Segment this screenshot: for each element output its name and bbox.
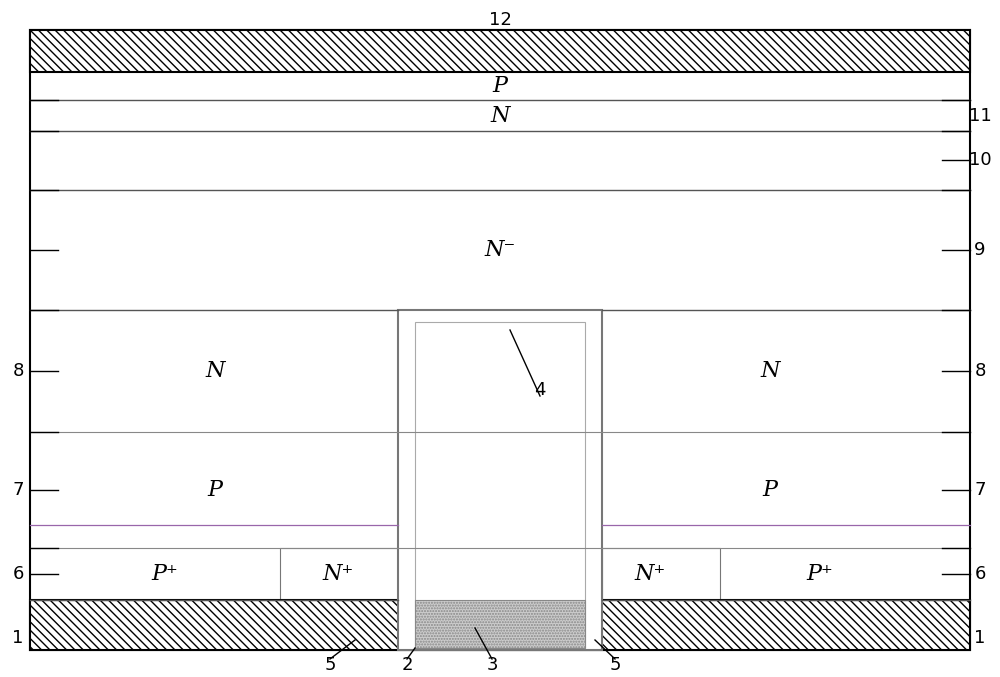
Text: 12: 12 (489, 11, 511, 29)
Text: 1: 1 (12, 629, 24, 647)
Bar (30, 600, 970, 650)
Text: 5: 5 (324, 656, 336, 674)
Text: N⁺: N⁺ (322, 563, 354, 585)
Text: N⁺: N⁺ (634, 563, 666, 585)
Text: N: N (490, 105, 510, 127)
Bar (602, 548, 720, 600)
Text: 6: 6 (12, 565, 24, 583)
Text: 8: 8 (12, 362, 24, 380)
Text: 7: 7 (974, 481, 986, 499)
Bar (280, 548, 398, 600)
Text: 7: 7 (12, 481, 24, 499)
Bar (415, 322, 585, 648)
Text: N: N (760, 360, 780, 382)
Bar (415, 600, 585, 648)
Bar (30, 30, 970, 72)
Text: P: P (492, 75, 508, 97)
Text: 10: 10 (969, 151, 991, 169)
Text: P⁺: P⁺ (152, 563, 178, 585)
Text: 5: 5 (609, 656, 621, 674)
Text: P: P (763, 479, 778, 501)
Text: 3: 3 (486, 656, 498, 674)
Text: N⁻: N⁻ (484, 239, 516, 261)
Text: 11: 11 (969, 107, 991, 125)
Text: N: N (205, 360, 225, 382)
Bar (398, 310, 602, 650)
Text: 4: 4 (534, 381, 546, 399)
Text: 9: 9 (974, 241, 986, 259)
Text: 8: 8 (974, 362, 986, 380)
Text: 6: 6 (974, 565, 986, 583)
Text: P⁺: P⁺ (807, 563, 833, 585)
Text: 1: 1 (974, 629, 986, 647)
Text: P: P (208, 479, 222, 501)
Text: 2: 2 (401, 656, 413, 674)
